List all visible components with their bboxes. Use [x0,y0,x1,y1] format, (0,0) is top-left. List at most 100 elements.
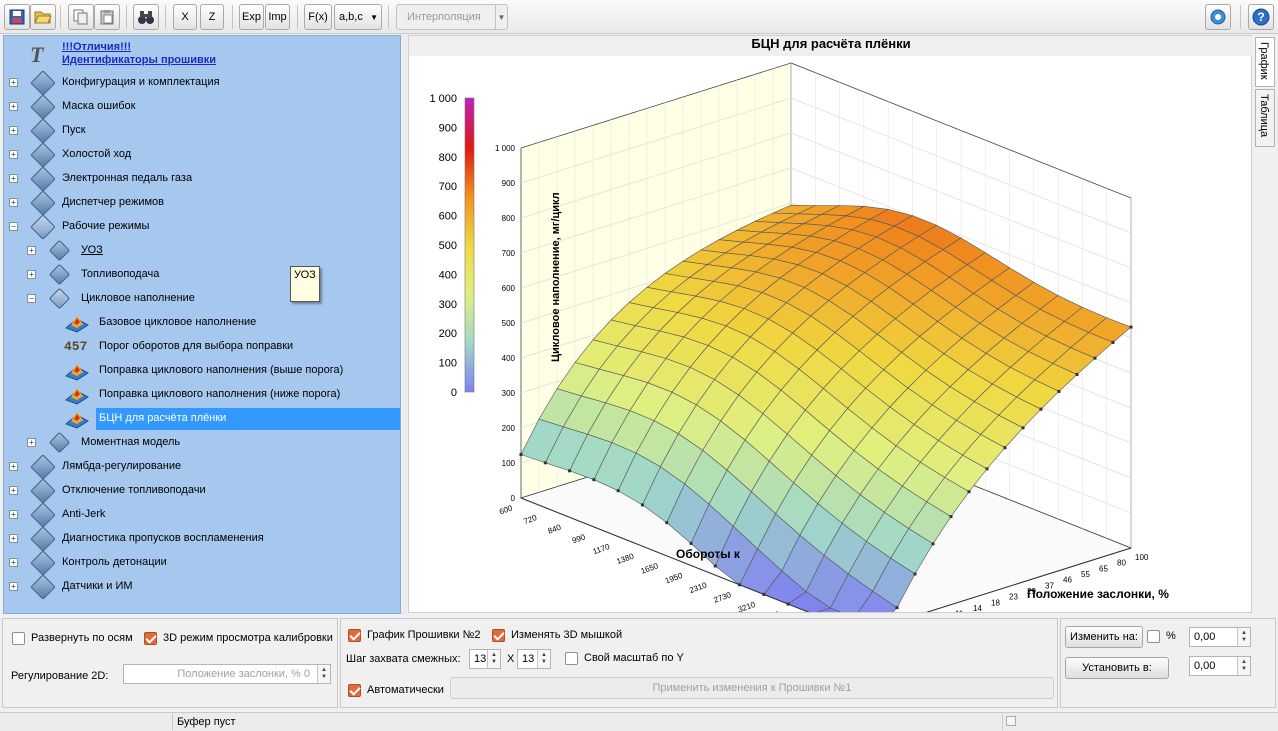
interpolation-label: Интерполяция [407,11,481,23]
spin-arrows-icon[interactable]: ▲ ▼ [487,650,500,668]
interpolation-dropdown[interactable]: Интерполяция ▼ [396,4,508,30]
tree-item[interactable]: + Холостой ход [4,142,400,168]
expand-icon[interactable]: + [9,558,18,567]
expand-icon[interactable]: + [9,150,18,159]
apply-changes-button[interactable]: Применить изменения к Прошивки №1 [450,677,1054,699]
save-icon[interactable] [4,4,30,30]
tree-item[interactable]: БЦН для расчёта плёнки [4,408,400,430]
toolbar: X Z Exp Imp F(x) a,b,c ▼ Интерполяция ▼ … [0,0,1278,34]
paste-icon[interactable] [94,4,120,30]
tree-item[interactable]: Базовое цикловое наполнение [4,312,400,334]
export-button[interactable]: Exp [239,4,264,30]
tree-item[interactable]: + Диспетчер режимов [4,190,400,216]
function-button[interactable]: F(x) [304,4,332,30]
throttle-tick-label: 11 [955,610,964,612]
settings-icon[interactable] [1205,4,1231,30]
tab-table[interactable]: Таблица [1255,89,1275,147]
expand-icon[interactable]: + [9,510,18,519]
expand-axes-checkbox[interactable] [12,632,25,645]
set-value-input[interactable]: 0,00 ▲ ▼ [1189,656,1251,676]
auto-checkbox[interactable] [348,684,361,697]
colorbar-tick-label: 500 [439,240,457,252]
help-icon[interactable]: ? [1248,4,1274,30]
change-value-input[interactable]: 0,00 ▲ ▼ [1189,627,1251,647]
expand-icon[interactable]: + [27,246,36,255]
regul2d-select[interactable]: Положение заслонки, % 0 ▲ ▼ [123,664,331,684]
tree-item[interactable]: Поправка циклового наполнения (выше поро… [4,360,400,382]
graph-fw2-checkbox[interactable] [348,629,361,642]
z-tick-label: 1 000 [495,144,516,153]
tree-item[interactable]: + Контроль детонации [4,550,400,576]
colorbar [464,97,475,393]
tree-item[interactable]: + Датчики и ИМ [4,574,400,600]
expand-icon[interactable]: + [27,438,36,447]
tooltip: УОЗ [290,266,320,302]
firmware-ids-link[interactable]: Идентификаторы прошивки [62,54,216,66]
expand-icon[interactable]: + [9,486,18,495]
diff-row[interactable]: T !!!Отличия!!! Идентификаторы прошивки [30,40,390,70]
expand-icon[interactable]: + [9,174,18,183]
expand-icon[interactable]: + [9,126,18,135]
tree-item[interactable]: + Anti-Jerk [4,502,400,528]
z-tick-label: 900 [502,179,516,188]
mode3d-checkbox[interactable] [144,632,157,645]
chart-panel[interactable]: БЦН для расчёта плёнки 0 100 200 300 400 500 6… [408,35,1253,613]
change-by-button[interactable]: Изменить на: [1065,626,1143,648]
abc-dropdown[interactable]: a,b,c ▼ [334,4,382,30]
grab-z-input[interactable]: 13 ▲ ▼ [517,649,551,669]
folder-icon [30,574,56,600]
rpm-tick-label: 720 [522,513,538,526]
change3d-checkbox[interactable] [492,629,505,642]
z-button[interactable]: Z [200,4,224,30]
tree-item[interactable]: + Электронная педаль газа [4,166,400,192]
tree-item[interactable]: + Топливоподача [4,263,400,286]
x-button[interactable]: X [173,4,197,30]
grab-x-input[interactable]: 13 ▲ ▼ [469,649,501,669]
expand-icon[interactable]: + [9,78,18,87]
spin-arrows-icon[interactable]: ▲ ▼ [1237,657,1250,675]
tree-item-label: Anti-Jerk [62,508,106,520]
tree-item[interactable]: Поправка циклового наполнения (ниже поро… [4,384,400,406]
expand-icon[interactable]: + [9,102,18,111]
tree-item[interactable]: + Пуск [4,118,400,144]
tree-item[interactable]: + Отключение топливоподачи [4,478,400,504]
percent-checkbox[interactable] [1147,630,1160,643]
spin-arrows-icon[interactable]: ▲ ▼ [537,650,550,668]
tree-item[interactable]: + УОЗ [4,239,400,262]
surface-node [1093,356,1097,360]
spin-arrows-icon[interactable]: ▲ ▼ [1237,628,1250,646]
splitter-handle[interactable] [401,35,407,614]
collapse-icon[interactable]: − [27,294,36,303]
expand-icon[interactable]: + [27,270,36,279]
open-icon[interactable] [30,4,56,30]
diff-link[interactable]: !!!Отличия!!! [62,41,132,53]
set-to-button[interactable]: Установить в: [1065,657,1169,679]
tab-graph[interactable]: График [1255,37,1275,87]
collapse-icon[interactable]: − [9,222,18,231]
copy-icon[interactable] [68,4,94,30]
tree-item[interactable]: + Лямбда-регулирование [4,454,400,480]
tree-item[interactable]: − Рабочие режимы [4,214,400,240]
expand-icon[interactable]: + [9,462,18,471]
colorbar-tick-label: 400 [439,269,457,281]
expand-icon[interactable]: + [9,198,18,207]
spin-arrows-icon[interactable]: ▲ ▼ [317,665,330,683]
expand-icon[interactable]: + [9,534,18,543]
tree-item[interactable]: − Цикловое наполнение [4,287,400,310]
surface-node [985,467,989,471]
tree-item[interactable]: + Маска ошибок [4,94,400,120]
expand-icon[interactable]: + [9,582,18,591]
tree-item[interactable]: 457 Порог оборотов для выбора поправки [4,336,400,358]
tree-item[interactable]: + Конфигурация и комплектация [4,70,400,96]
z-tick-label: 200 [502,424,516,433]
tree-item-label: Отключение топливоподачи [62,484,206,496]
own-scale-checkbox[interactable] [565,652,578,665]
throttle-tick-label: 80 [1117,559,1126,568]
calibration-tree[interactable]: T !!!Отличия!!! Идентификаторы прошивки … [3,35,401,614]
binoculars-icon[interactable] [133,4,159,30]
surface-node [1003,446,1007,450]
tree-item[interactable]: + Диагностика пропусков воспламенения [4,526,400,552]
import-button[interactable]: Imp [265,4,290,30]
tree-item[interactable]: + Моментная модель [4,431,400,454]
